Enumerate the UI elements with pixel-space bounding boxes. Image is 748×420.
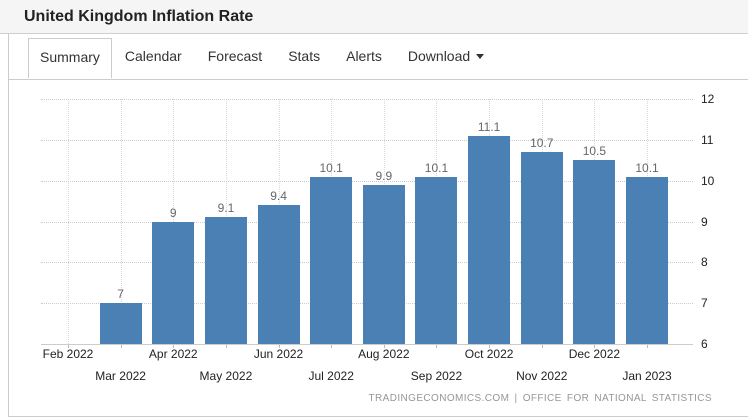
x-axis-label: Feb 2022 <box>42 347 94 361</box>
tab-stats[interactable]: Stats <box>288 48 321 64</box>
content-panel: Summary Calendar Forecast Stats Alerts Downlo… <box>8 34 748 417</box>
bar-jan-2023[interactable] <box>626 176 669 344</box>
tab-alerts[interactable]: Alerts <box>346 48 382 64</box>
caret-down-icon <box>476 54 485 59</box>
x-axis-tick <box>331 344 333 348</box>
bar-jun-2022[interactable] <box>257 205 300 344</box>
x-axis-tick <box>68 344 69 348</box>
bar-value-label: 10.7 <box>530 136 554 151</box>
bar-jul-2022[interactable] <box>310 176 353 344</box>
bar-value-label: 10.1 <box>635 160 659 175</box>
attribution-separator: | <box>514 393 518 404</box>
source-label: TRADINGECONOMICS.COM <box>368 393 510 404</box>
y-axis-label: 9 <box>701 214 708 229</box>
title-bar: United Kingdom Inflation Rate <box>0 0 748 34</box>
gridline-horizontal <box>41 139 693 141</box>
x-axis-label: Jan 2023 <box>622 369 672 383</box>
x-axis-tick <box>225 344 227 348</box>
x-axis-label: Jun 2022 <box>253 347 304 361</box>
x-axis-label: Aug 2022 <box>358 347 410 361</box>
y-axis-label: 10 <box>701 173 715 188</box>
tab-summary[interactable]: Summary <box>28 38 112 78</box>
x-axis-label: May 2022 <box>199 369 253 383</box>
chart-attribution: TRADINGECONOMICS.COM | OFFICE FOR NATION… <box>369 393 712 404</box>
gridline-horizontal <box>41 180 693 182</box>
x-axis-line <box>41 344 693 345</box>
x-axis-tick <box>383 344 385 348</box>
x-axis-tick <box>541 344 543 348</box>
inflation-bar-chart: Feb 2022 Mar 2022 Apr 2022 May 2022 Jun 2022… <box>9 34 748 417</box>
provider-label: OFFICE FOR NATIONAL STATISTICS <box>522 393 712 404</box>
gridline-horizontal <box>41 99 693 100</box>
bar-value-label: 7 <box>117 287 124 302</box>
page-title: United Kingdom Inflation Rate <box>24 8 254 25</box>
bar-value-label: 9.1 <box>217 201 235 216</box>
bar-apr-2022[interactable] <box>152 221 195 344</box>
tab-forecast[interactable]: Forecast <box>207 48 263 64</box>
bar-oct-2022[interactable] <box>468 135 511 344</box>
bar-value-label: 9.9 <box>375 168 393 183</box>
x-axis-label: Jul 2022 <box>308 369 354 383</box>
x-axis-tick <box>173 344 175 348</box>
x-axis-label: Sep 2022 <box>410 369 463 383</box>
bar-value-label: 9.4 <box>270 189 287 204</box>
x-axis-tick <box>278 344 280 348</box>
x-axis-tick <box>489 344 491 348</box>
y-axis-label: 8 <box>701 255 708 270</box>
bar-value-label: 10.1 <box>424 160 449 175</box>
bar-value-label: 10.5 <box>582 144 607 159</box>
x-axis-label: Nov 2022 <box>516 369 568 383</box>
x-axis-tick <box>594 344 596 348</box>
bar-value-label: 11.1 <box>477 119 501 134</box>
x-axis-label: Mar 2022 <box>95 369 146 383</box>
x-axis-label: Dec 2022 <box>568 347 621 361</box>
x-axis-tick <box>436 344 438 348</box>
x-axis-tick <box>120 344 122 348</box>
bar-may-2022[interactable] <box>204 217 247 344</box>
y-axis-label: 6 <box>701 337 708 351</box>
bar-nov-2022[interactable] <box>520 152 563 344</box>
x-axis-label: Apr 2022 <box>148 347 198 361</box>
x-axis-tick <box>647 344 649 348</box>
bar-dec-2022[interactable] <box>573 160 616 344</box>
x-axis-label: Oct 2022 <box>464 347 514 361</box>
tab-bar: Summary Calendar Forecast Stats Alerts Downlo… <box>9 34 748 80</box>
tab-download[interactable]: Download <box>395 34 497 76</box>
bar-value-label: 9 <box>169 205 177 220</box>
tab-calendar[interactable]: Calendar <box>124 48 182 64</box>
bar-sep-2022[interactable] <box>415 176 458 344</box>
bar-mar-2022[interactable] <box>99 303 142 344</box>
y-axis-label: 7 <box>701 296 708 311</box>
bar-value-label: 10.1 <box>319 160 343 175</box>
y-axis-label: 12 <box>701 92 715 106</box>
bar-aug-2022[interactable] <box>362 184 405 344</box>
y-axis-label: 11 <box>701 132 714 147</box>
